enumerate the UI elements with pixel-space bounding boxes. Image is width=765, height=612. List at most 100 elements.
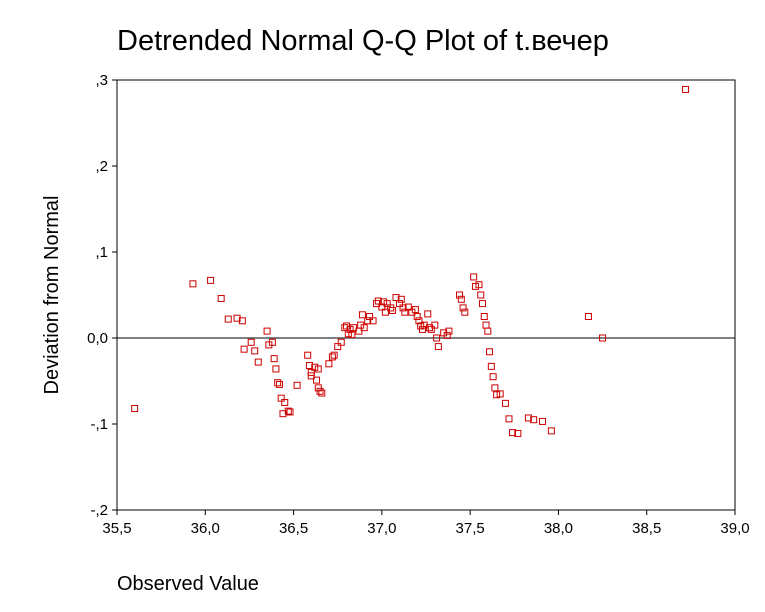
x-tick-label: 37,0 — [367, 520, 396, 537]
y-axis: -,2 -,1 0,0 ,1 ,2 ,3 — [87, 72, 117, 519]
data-point — [456, 291, 464, 299]
data-point — [471, 282, 479, 290]
data-point — [484, 327, 492, 335]
y-tick-label: ,1 — [95, 244, 108, 261]
data-point — [489, 373, 497, 381]
data-point — [418, 325, 426, 333]
y-tick-label: -,1 — [90, 416, 108, 433]
data-point — [346, 325, 354, 333]
data-point — [401, 308, 409, 316]
data-point — [682, 85, 690, 93]
data-point — [457, 295, 465, 303]
data-point — [369, 317, 377, 325]
y-tick-label: ,2 — [95, 158, 108, 175]
data-point — [313, 376, 321, 384]
data-point — [470, 273, 478, 281]
data-point — [348, 331, 356, 339]
data-point — [383, 300, 391, 308]
data-point — [224, 315, 232, 323]
data-point — [411, 306, 419, 314]
x-tick-label: 38,5 — [632, 520, 661, 537]
data-point — [341, 324, 349, 332]
data-point — [238, 317, 246, 325]
data-point — [482, 321, 490, 329]
data-point — [360, 324, 368, 332]
data-point — [480, 313, 488, 320]
data-point — [263, 327, 271, 335]
data-point — [514, 429, 522, 437]
data-point — [539, 417, 547, 425]
data-point — [477, 291, 485, 299]
data-point — [251, 347, 259, 355]
x-axis-label: Observed Value — [117, 573, 259, 595]
data-point — [307, 368, 315, 376]
data-point — [547, 427, 555, 435]
data-point — [486, 348, 494, 356]
data-point — [461, 308, 469, 316]
y-tick-label: ,3 — [95, 72, 108, 89]
data-point — [284, 407, 292, 415]
data-point — [311, 363, 319, 371]
data-point — [207, 276, 215, 284]
data-point — [217, 294, 225, 302]
x-tick-label: 36,0 — [191, 520, 220, 537]
x-axis: 35,5 36,0 36,5 37,0 37,5 38,0 38,5 39,0 — [102, 510, 750, 537]
data-point — [427, 325, 435, 333]
chart-title: Detrended Normal Q-Q Plot of t.вечер — [117, 25, 609, 57]
data-point — [501, 399, 509, 407]
data-point — [358, 311, 366, 319]
data-point — [509, 429, 517, 437]
data-point — [431, 321, 439, 329]
data-point — [434, 343, 442, 351]
data-point — [491, 384, 499, 392]
data-point — [584, 313, 592, 320]
x-tick-label: 38,0 — [544, 520, 573, 537]
data-point — [274, 379, 282, 387]
data-point — [374, 297, 382, 305]
data-point — [380, 298, 388, 306]
y-tick-label: 0,0 — [87, 330, 108, 347]
x-tick-label: 39,0 — [720, 520, 749, 537]
data-point — [445, 327, 453, 335]
data-point — [304, 351, 312, 359]
data-point — [305, 362, 313, 370]
data-point — [334, 343, 342, 351]
data-point — [268, 338, 276, 346]
x-tick-label: 37,5 — [456, 520, 485, 537]
data-point — [599, 334, 607, 342]
data-point — [344, 330, 352, 338]
data-point — [254, 358, 262, 366]
data-point — [505, 415, 513, 423]
data-point — [388, 306, 396, 314]
data-point — [270, 355, 278, 363]
data-point — [314, 365, 322, 373]
data-point — [337, 338, 345, 346]
data-point — [433, 334, 441, 342]
y-tick-label: -,2 — [90, 502, 108, 519]
data-point — [524, 414, 532, 422]
plot-area-frame — [116, 79, 736, 511]
data-point — [443, 331, 451, 339]
data-point — [396, 300, 404, 308]
data-point — [131, 405, 139, 413]
data-point — [286, 408, 294, 416]
data-point — [364, 317, 372, 325]
data-point — [392, 294, 400, 302]
data-point — [459, 304, 467, 312]
data-point — [365, 313, 373, 320]
data-point — [496, 390, 504, 398]
data-point — [328, 353, 336, 361]
data-point — [275, 380, 283, 388]
data-point — [413, 313, 421, 320]
data-point — [475, 281, 483, 289]
data-point — [399, 304, 407, 312]
data-point — [330, 351, 338, 359]
data-point — [487, 362, 495, 370]
data-point — [404, 303, 412, 311]
data-point — [189, 280, 197, 288]
data-point — [247, 338, 255, 346]
data-point — [240, 345, 248, 353]
x-tick-label: 35,5 — [102, 520, 131, 537]
data-point — [530, 416, 538, 424]
